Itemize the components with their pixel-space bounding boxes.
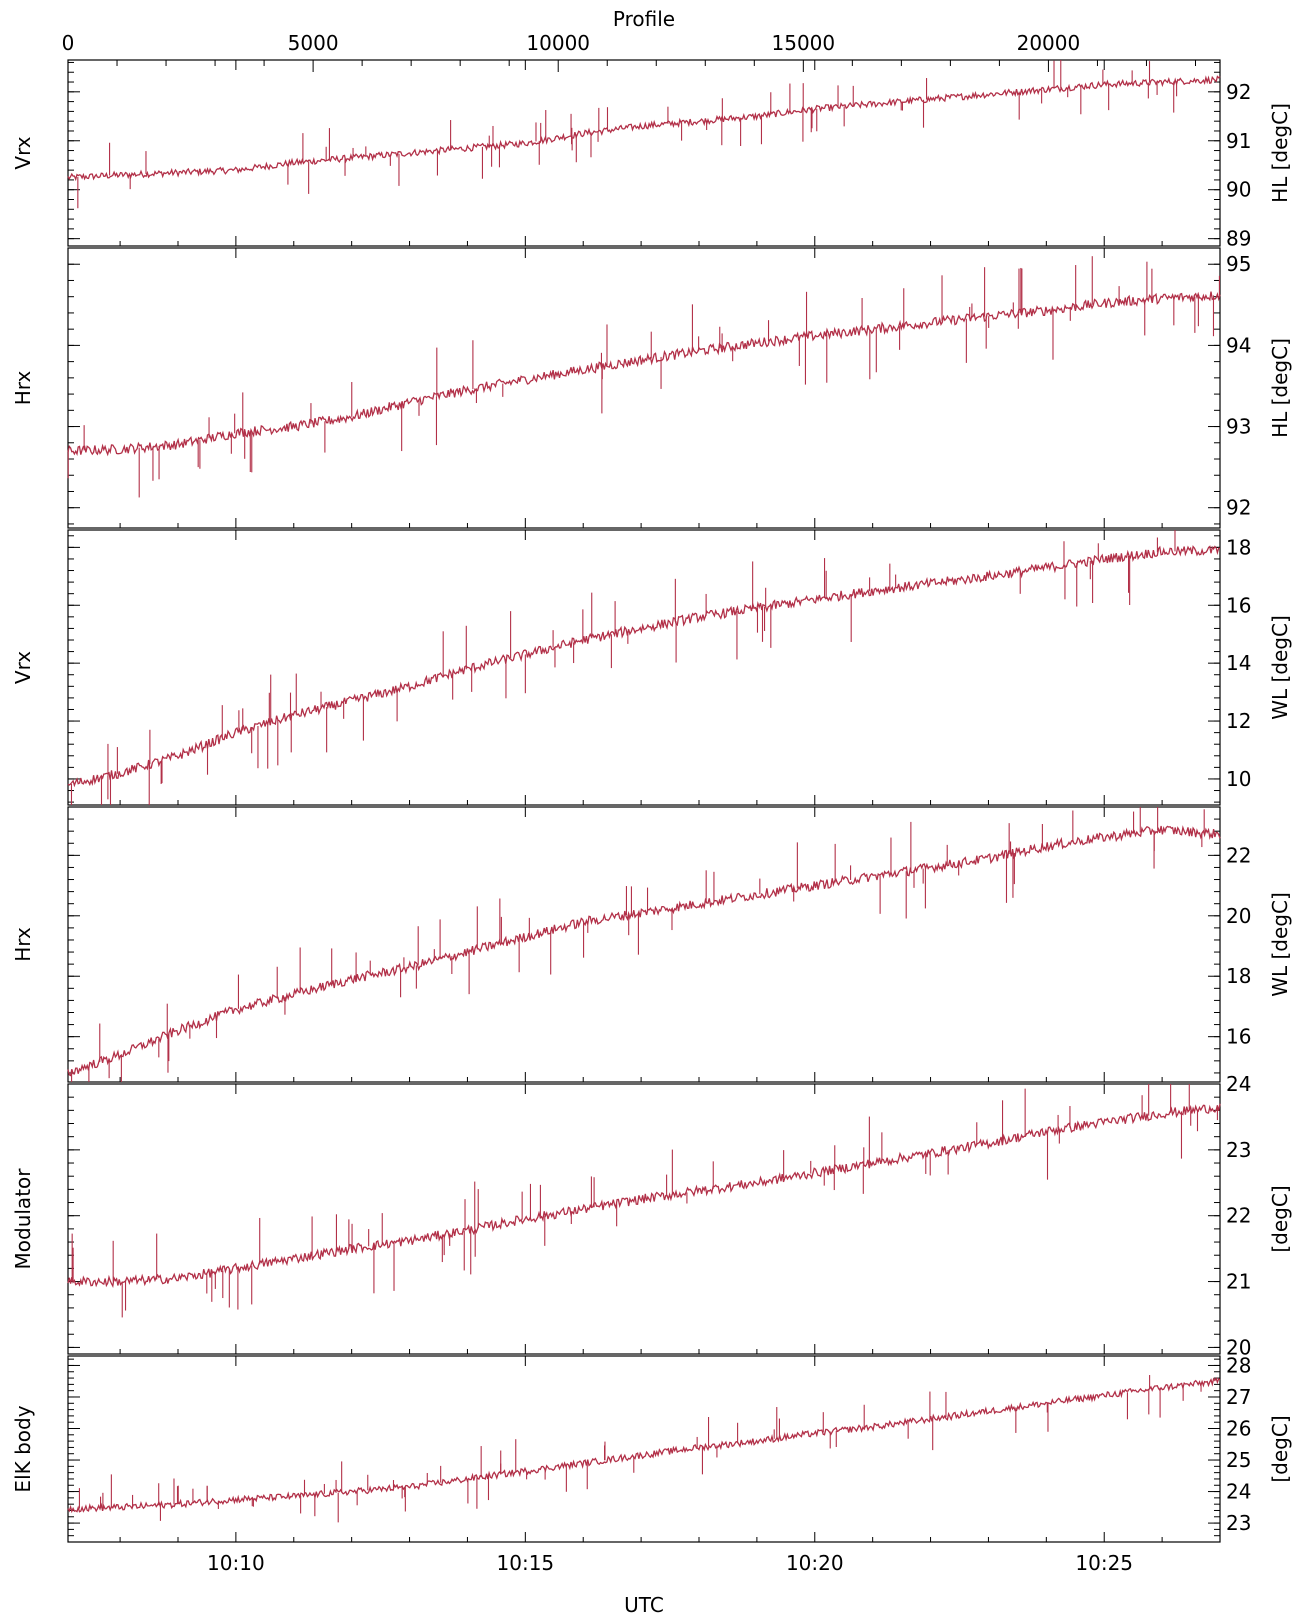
- trace-spikes: [77, 60, 1178, 209]
- temperature-trace: [67, 75, 1221, 182]
- trace-spikes: [71, 1084, 1218, 1318]
- panel-6: 23 24 25 26 27 28 ElK body [degC]: [11, 1353, 1292, 1543]
- temperature-trace: [67, 1377, 1221, 1514]
- top-tick-label: 20000: [1017, 31, 1081, 55]
- right-tick-label: 21: [1226, 1270, 1251, 1294]
- panel-3: 10 12 14 16 18 Vrx WL [degC]: [11, 529, 1292, 806]
- right-tick-label: 92: [1226, 80, 1251, 104]
- panel-4: 16 18 20 22 Hrx WL [degC]: [11, 806, 1292, 1083]
- trace-spikes: [67, 256, 1220, 498]
- panel-frame: [67, 806, 1221, 1083]
- top-tick-label: 10000: [526, 31, 590, 55]
- temperature-trace: [67, 825, 1221, 1077]
- bottom-axis-label: UTC: [624, 1593, 664, 1617]
- trace-spikes: [71, 807, 1205, 1082]
- bottom-tick-label: 10:15: [497, 1551, 555, 1575]
- right-panel-label: WL [degC]: [1268, 615, 1292, 720]
- top-axis-ticks: 0 5000 10000 15000 20000: [62, 31, 1196, 72]
- bottom-tick-label: 10:10: [207, 1551, 265, 1575]
- right-tick-label: 23: [1226, 1511, 1251, 1535]
- top-tick-label: 0: [62, 31, 75, 55]
- panel-2: 92 93 94 95 Hrx HL [degC]: [11, 247, 1292, 529]
- right-tick-label: 18: [1226, 964, 1251, 988]
- bottom-tick-label: 10:25: [1075, 1551, 1133, 1575]
- temperature-trace: [67, 545, 1221, 788]
- right-tick-label: 93: [1226, 415, 1251, 439]
- top-axis-label: Profile: [613, 7, 675, 31]
- right-tick-label: 28: [1226, 1353, 1251, 1377]
- right-tick-label: 20: [1226, 1335, 1251, 1359]
- temperature-trace: [67, 1103, 1221, 1288]
- right-panel-label: [degC]: [1268, 1415, 1292, 1482]
- right-panel-label: HL [degC]: [1268, 338, 1292, 438]
- top-tick-label: 15000: [772, 31, 836, 55]
- right-tick-label: 24: [1226, 1072, 1251, 1096]
- right-tick-label: 22: [1226, 1204, 1251, 1228]
- right-tick-label: 89: [1226, 227, 1251, 251]
- left-panel-label: Vrx: [11, 136, 35, 169]
- trace-spikes: [70, 530, 1176, 805]
- right-tick-label: 22: [1226, 843, 1251, 867]
- right-tick-label: 27: [1226, 1385, 1251, 1409]
- right-tick-label: 95: [1226, 252, 1251, 276]
- right-tick-label: 12: [1226, 709, 1251, 733]
- right-panel-label: HL [degC]: [1268, 103, 1292, 203]
- right-tick-label: 92: [1226, 496, 1251, 520]
- panel-5: 20 21 22 23 24 Modulator [degC]: [11, 1072, 1292, 1359]
- right-tick-label: 94: [1226, 333, 1251, 357]
- left-panel-label: Hrx: [11, 371, 35, 406]
- panels: 89 90 91 92 Vrx HL [degC] 92 93 94 95 Hrx HL [degC]…: [11, 59, 1292, 1543]
- right-tick-label: 10: [1226, 767, 1251, 791]
- right-tick-label: 24: [1226, 1480, 1251, 1504]
- right-tick-label: 26: [1226, 1417, 1251, 1441]
- panel-frame: [67, 59, 1221, 247]
- right-tick-label: 23: [1226, 1138, 1251, 1162]
- right-tick-label: 16: [1226, 593, 1251, 617]
- temperature-trace: [67, 291, 1221, 457]
- right-tick-label: 18: [1226, 535, 1251, 559]
- top-tick-label: 5000: [288, 31, 339, 55]
- left-panel-label: Modulator: [11, 1168, 35, 1270]
- panel-frame: [67, 1355, 1221, 1543]
- right-tick-label: 90: [1226, 178, 1251, 202]
- bottom-tick-label: 10:20: [786, 1551, 844, 1575]
- right-tick-label: 20: [1226, 904, 1251, 928]
- panel-frame: [67, 529, 1221, 806]
- trace-spikes: [78, 1375, 1202, 1523]
- left-panel-label: ElK body: [11, 1405, 35, 1492]
- panel-1: 89 90 91 92 Vrx HL [degC]: [11, 59, 1292, 251]
- right-tick-label: 91: [1226, 129, 1251, 153]
- panel-frame: [67, 1083, 1221, 1355]
- right-tick-label: 16: [1226, 1025, 1251, 1049]
- right-panel-label: [degC]: [1268, 1185, 1292, 1252]
- bottom-axis-ticks: 10:10 10:15 10:20 10:25: [207, 1551, 1133, 1575]
- right-tick-label: 25: [1226, 1448, 1251, 1472]
- left-panel-label: Hrx: [11, 927, 35, 962]
- right-tick-label: 14: [1226, 651, 1251, 675]
- left-panel-label: Vrx: [11, 651, 35, 684]
- right-panel-label: WL [degC]: [1268, 892, 1292, 997]
- panel-frame: [67, 247, 1221, 529]
